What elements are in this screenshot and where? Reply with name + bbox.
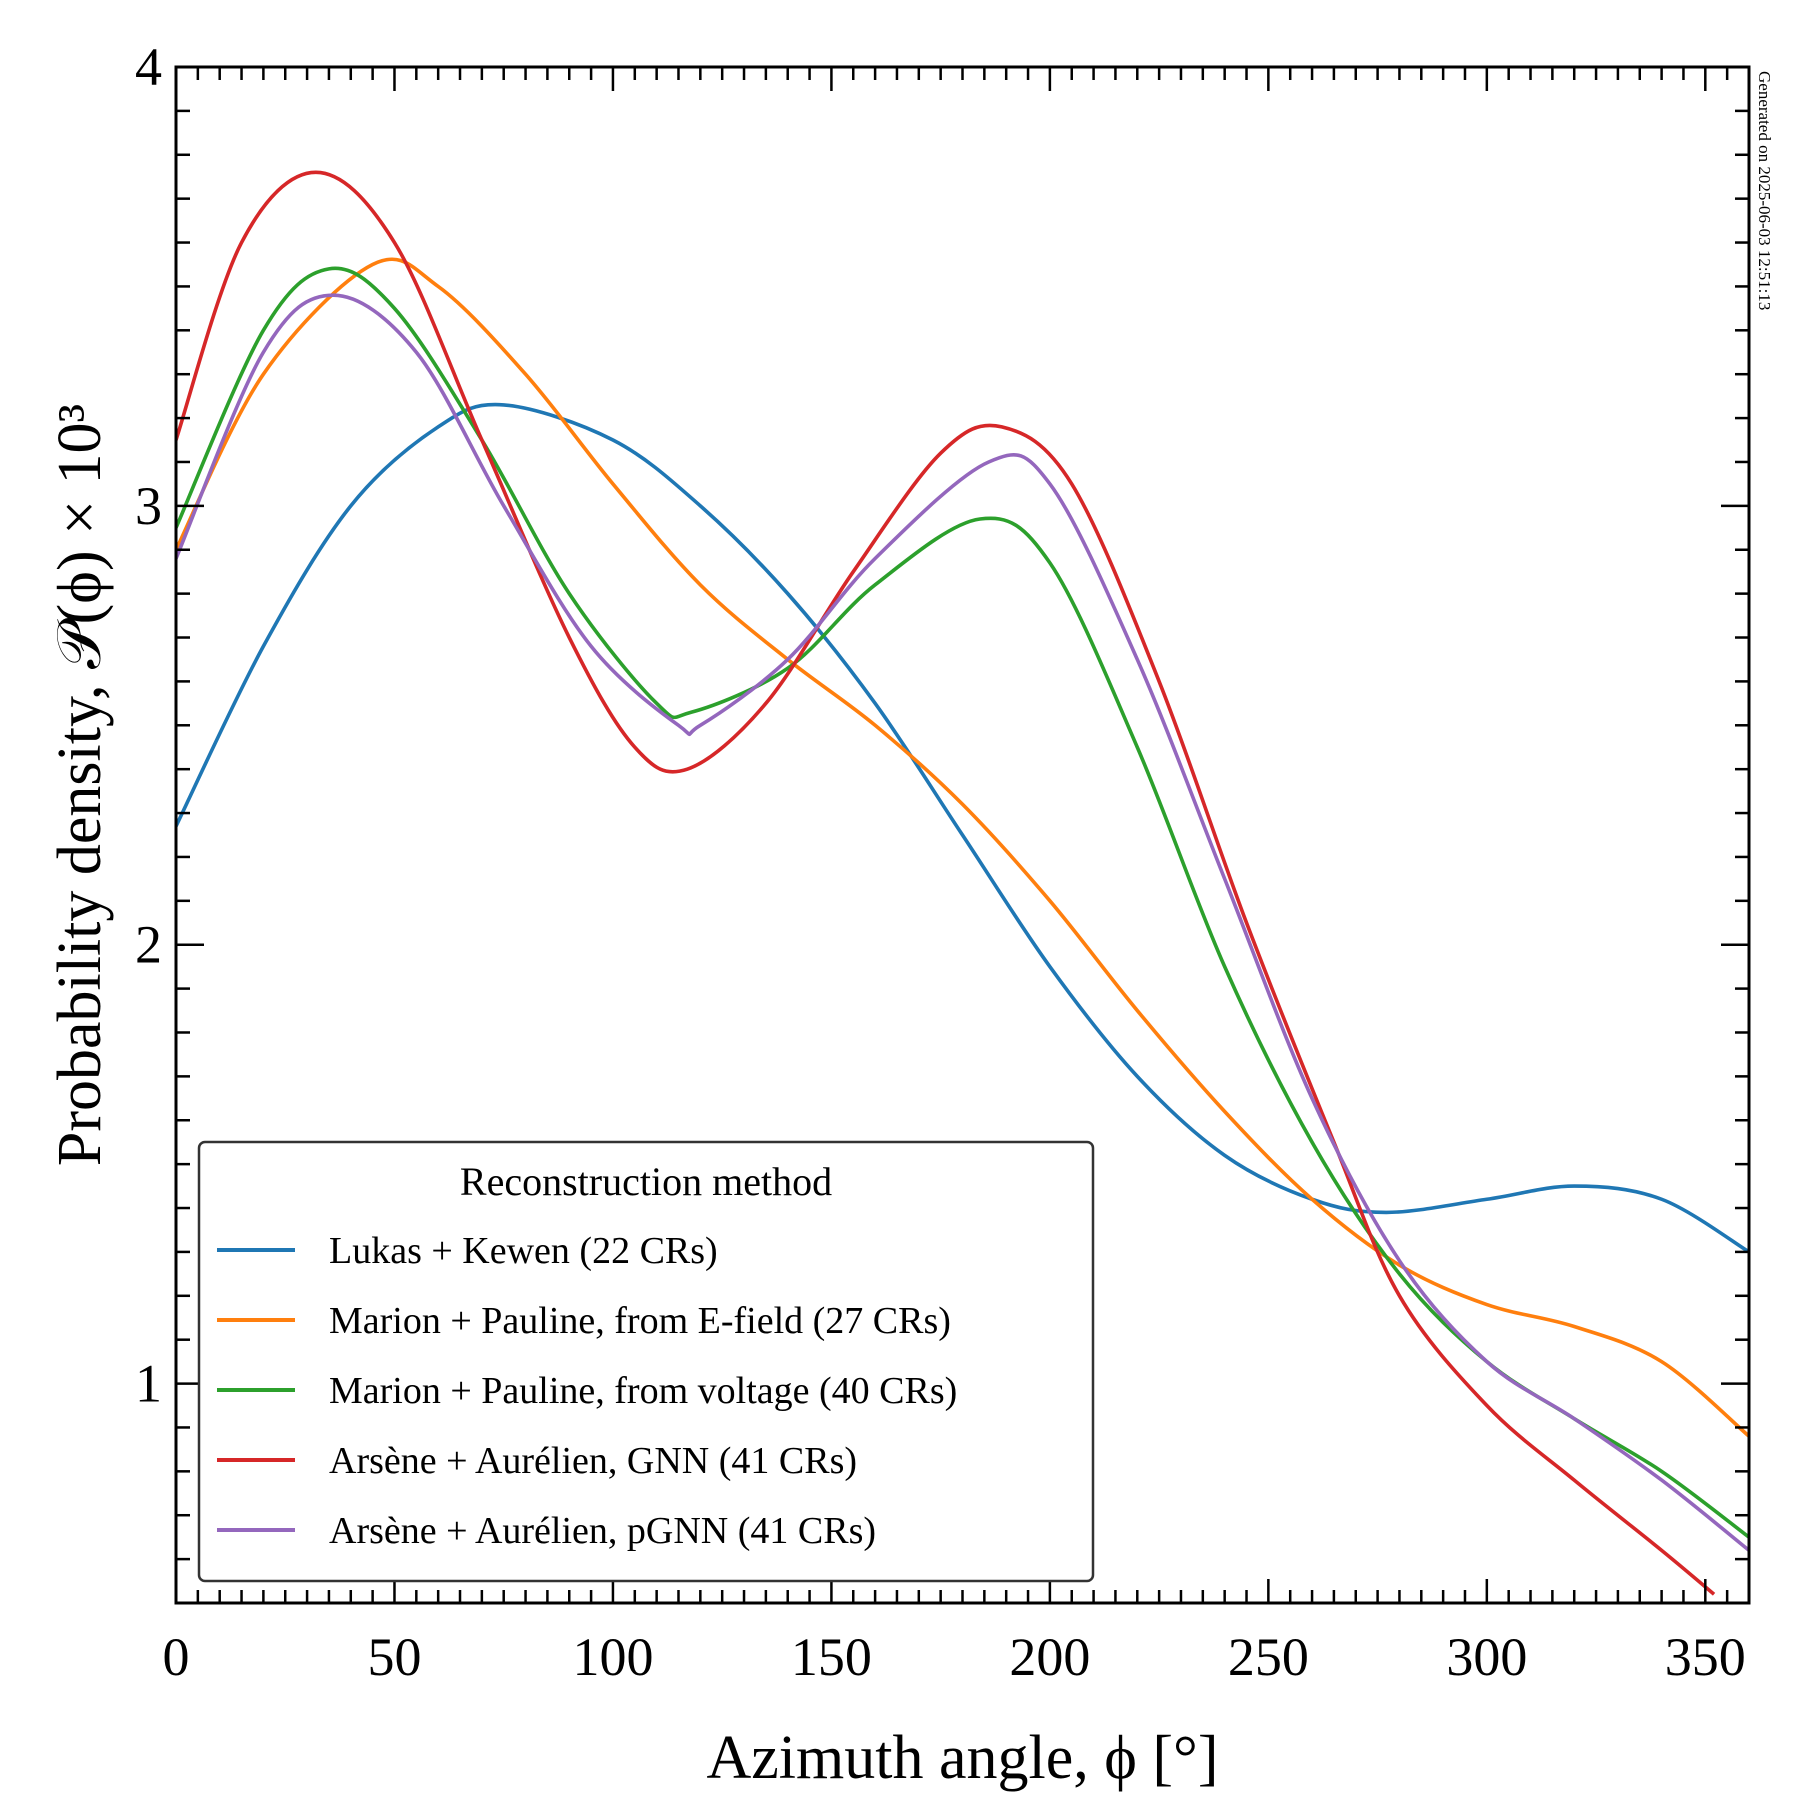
legend-item: Arsène + Aurélien, pGNN (41 CRs)	[217, 1510, 876, 1552]
series-line-5	[176, 293, 1749, 1552]
legend-title: Reconstruction method	[460, 1159, 832, 1204]
x-axis-title: Azimuth angle, ϕ [°]	[707, 1724, 1219, 1792]
legend-item: Marion + Pauline, from E-field (27 CRs)	[217, 1300, 951, 1342]
legend-label: Marion + Pauline, from voltage (40 CRs)	[329, 1370, 957, 1412]
series-line-4	[176, 170, 1716, 1596]
x-tick-label: 350	[1665, 1627, 1746, 1687]
x-tick-label: 200	[1009, 1627, 1090, 1687]
x-tick-label: 300	[1446, 1627, 1527, 1687]
legend-item: Arsène + Aurélien, GNN (41 CRs)	[217, 1440, 857, 1482]
legend-item: Lukas + Kewen (22 CRs)	[217, 1230, 718, 1272]
y-axis-title: Probability density, 𝒫(ϕ) × 10³	[46, 404, 114, 1166]
x-tick-label: 100	[572, 1627, 653, 1687]
legend-label: Arsène + Aurélien, GNN (41 CRs)	[329, 1440, 857, 1482]
axes: 0 50 100 150 200 250 300 350 1 2 3 4	[135, 37, 1751, 1687]
y-tick-label: 1	[135, 1354, 162, 1414]
x-tick-label: 150	[791, 1627, 872, 1687]
y-tick-label: 3	[135, 476, 162, 536]
series-layer	[176, 170, 1749, 1596]
legend: Reconstruction method Lukas + Kewen (22 …	[197, 1140, 1095, 1583]
series-line-2	[176, 257, 1749, 1438]
legend-label: Marion + Pauline, from E-field (27 CRs)	[329, 1300, 951, 1342]
x-tick-label: 50	[367, 1627, 421, 1687]
legend-box	[197, 1140, 1095, 1583]
series-line-3	[176, 266, 1749, 1539]
y-tick-label: 4	[135, 37, 162, 97]
x-tick-label: 250	[1228, 1627, 1309, 1687]
legend-label: Lukas + Kewen (22 CRs)	[329, 1230, 718, 1272]
legend-label: Arsène + Aurélien, pGNN (41 CRs)	[329, 1510, 876, 1552]
generated-timestamp: Generated on 2025-06-03 12:51:13	[1755, 71, 1774, 310]
series-line-1	[176, 402, 1749, 1254]
x-tick-label: 0	[163, 1627, 190, 1687]
legend-item: Marion + Pauline, from voltage (40 CRs)	[217, 1370, 957, 1412]
y-tick-label: 2	[135, 915, 162, 975]
